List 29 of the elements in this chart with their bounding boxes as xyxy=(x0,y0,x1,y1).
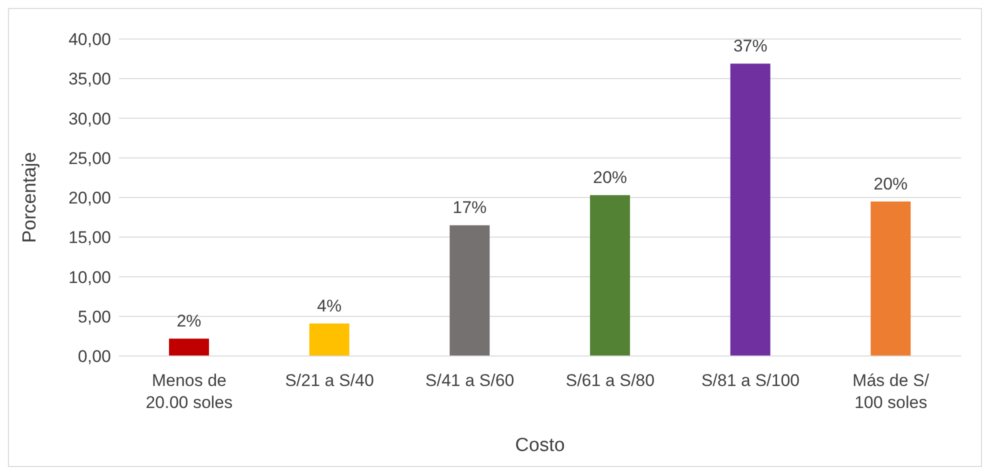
x-tick-label: S/41 a S/60 xyxy=(425,371,514,390)
bar xyxy=(730,64,770,356)
y-tick-label: 5,00 xyxy=(78,307,111,326)
y-tick-label: 35,00 xyxy=(68,70,111,89)
data-label: 2% xyxy=(176,312,202,331)
x-tick-label: S/81 a S/100 xyxy=(701,371,800,390)
x-tick-label: Menos de 20.00 soles xyxy=(146,371,233,412)
bar xyxy=(309,324,350,356)
y-tick-label: 25,00 xyxy=(68,148,111,168)
bar xyxy=(169,338,209,356)
y-tick-label: 15,00 xyxy=(68,228,111,248)
x-tick-label: S/21 a S/40 xyxy=(285,371,374,390)
x-tick-label: Más de S/ 100 soles xyxy=(852,371,930,412)
bar xyxy=(870,201,911,356)
y-tick-label: 10,00 xyxy=(68,268,111,287)
y-tick-label: 40,00 xyxy=(68,30,111,50)
data-label: 17% xyxy=(452,198,487,218)
data-label: 20% xyxy=(874,174,908,194)
x-tick-label: S/61 a S/80 xyxy=(566,371,655,390)
bar xyxy=(450,225,490,356)
data-label: 4% xyxy=(317,296,342,316)
bar xyxy=(590,195,630,356)
x-axis-title: Costo xyxy=(515,435,565,456)
y-tick-label: 0,00 xyxy=(78,347,111,366)
y-tick-label: 30,00 xyxy=(68,109,111,128)
data-label: 37% xyxy=(733,36,768,56)
y-tick-label: 20,00 xyxy=(68,188,111,208)
data-label: 20% xyxy=(592,168,628,188)
y-axis-title: Porcentaje xyxy=(20,152,41,243)
